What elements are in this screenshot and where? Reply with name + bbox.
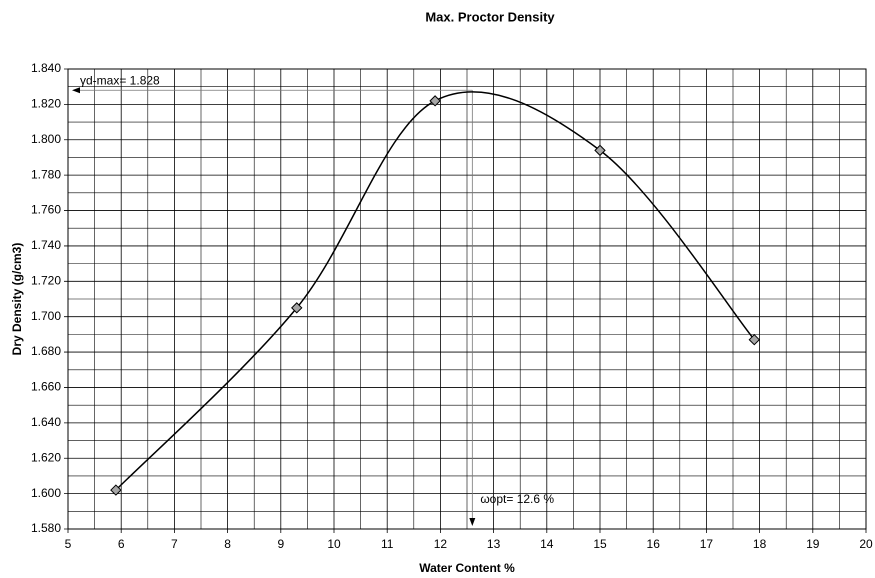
x-tick-label: 14 [540,537,554,551]
x-tick-label: 9 [277,537,284,551]
data-point [594,144,606,157]
x-tick-label: 8 [224,537,231,551]
y-tick-label: 1.580 [31,521,61,535]
chart-title: Max. Proctor Density [425,9,555,24]
data-point [429,95,441,107]
x-tick-label: 19 [806,537,820,551]
x-tick-label: 10 [327,537,341,551]
data-point [748,333,760,346]
y-tick-label: 1.600 [31,486,61,500]
y-tick-label: 1.680 [31,344,61,358]
annotation-label: γd-max= 1.828 [80,73,160,87]
x-tick-label: 7 [171,537,178,551]
y-axis-label: Dry Density (g/cm3) [10,243,24,356]
y-tick-label: 1.840 [31,61,61,75]
annotation-label: ωopt= 12.6 % [480,492,554,506]
y-tick-label: 1.640 [31,415,61,429]
y-tick-label: 1.720 [31,273,61,287]
x-tick-label: 6 [118,537,125,551]
x-axis-label: Water Content % [419,561,515,575]
x-tick-label: 18 [753,537,767,551]
y-tick-label: 1.740 [31,238,61,252]
y-tick-label: 1.820 [31,97,61,111]
y-tick-label: 1.660 [31,380,61,394]
x-tick-label: 15 [593,537,607,551]
x-tick-label: 17 [700,537,714,551]
y-tick-label: 1.760 [31,203,61,217]
y-tick-label: 1.780 [31,167,61,181]
arrowhead [469,518,476,526]
y-tick-label: 1.620 [31,450,61,464]
x-tick-label: 13 [487,537,501,551]
data-point [110,484,122,496]
x-tick-label: 11 [381,537,394,551]
x-tick-label: 16 [647,537,661,551]
x-tick-label: 5 [65,537,72,551]
x-tick-label: 20 [859,537,873,551]
data-line [115,91,755,491]
x-tick-label: 12 [434,537,448,551]
y-tick-label: 1.800 [31,132,61,146]
y-tick-label: 1.700 [31,309,61,323]
arrowhead [72,87,80,94]
plot-border [67,68,867,530]
data-point [291,302,303,314]
